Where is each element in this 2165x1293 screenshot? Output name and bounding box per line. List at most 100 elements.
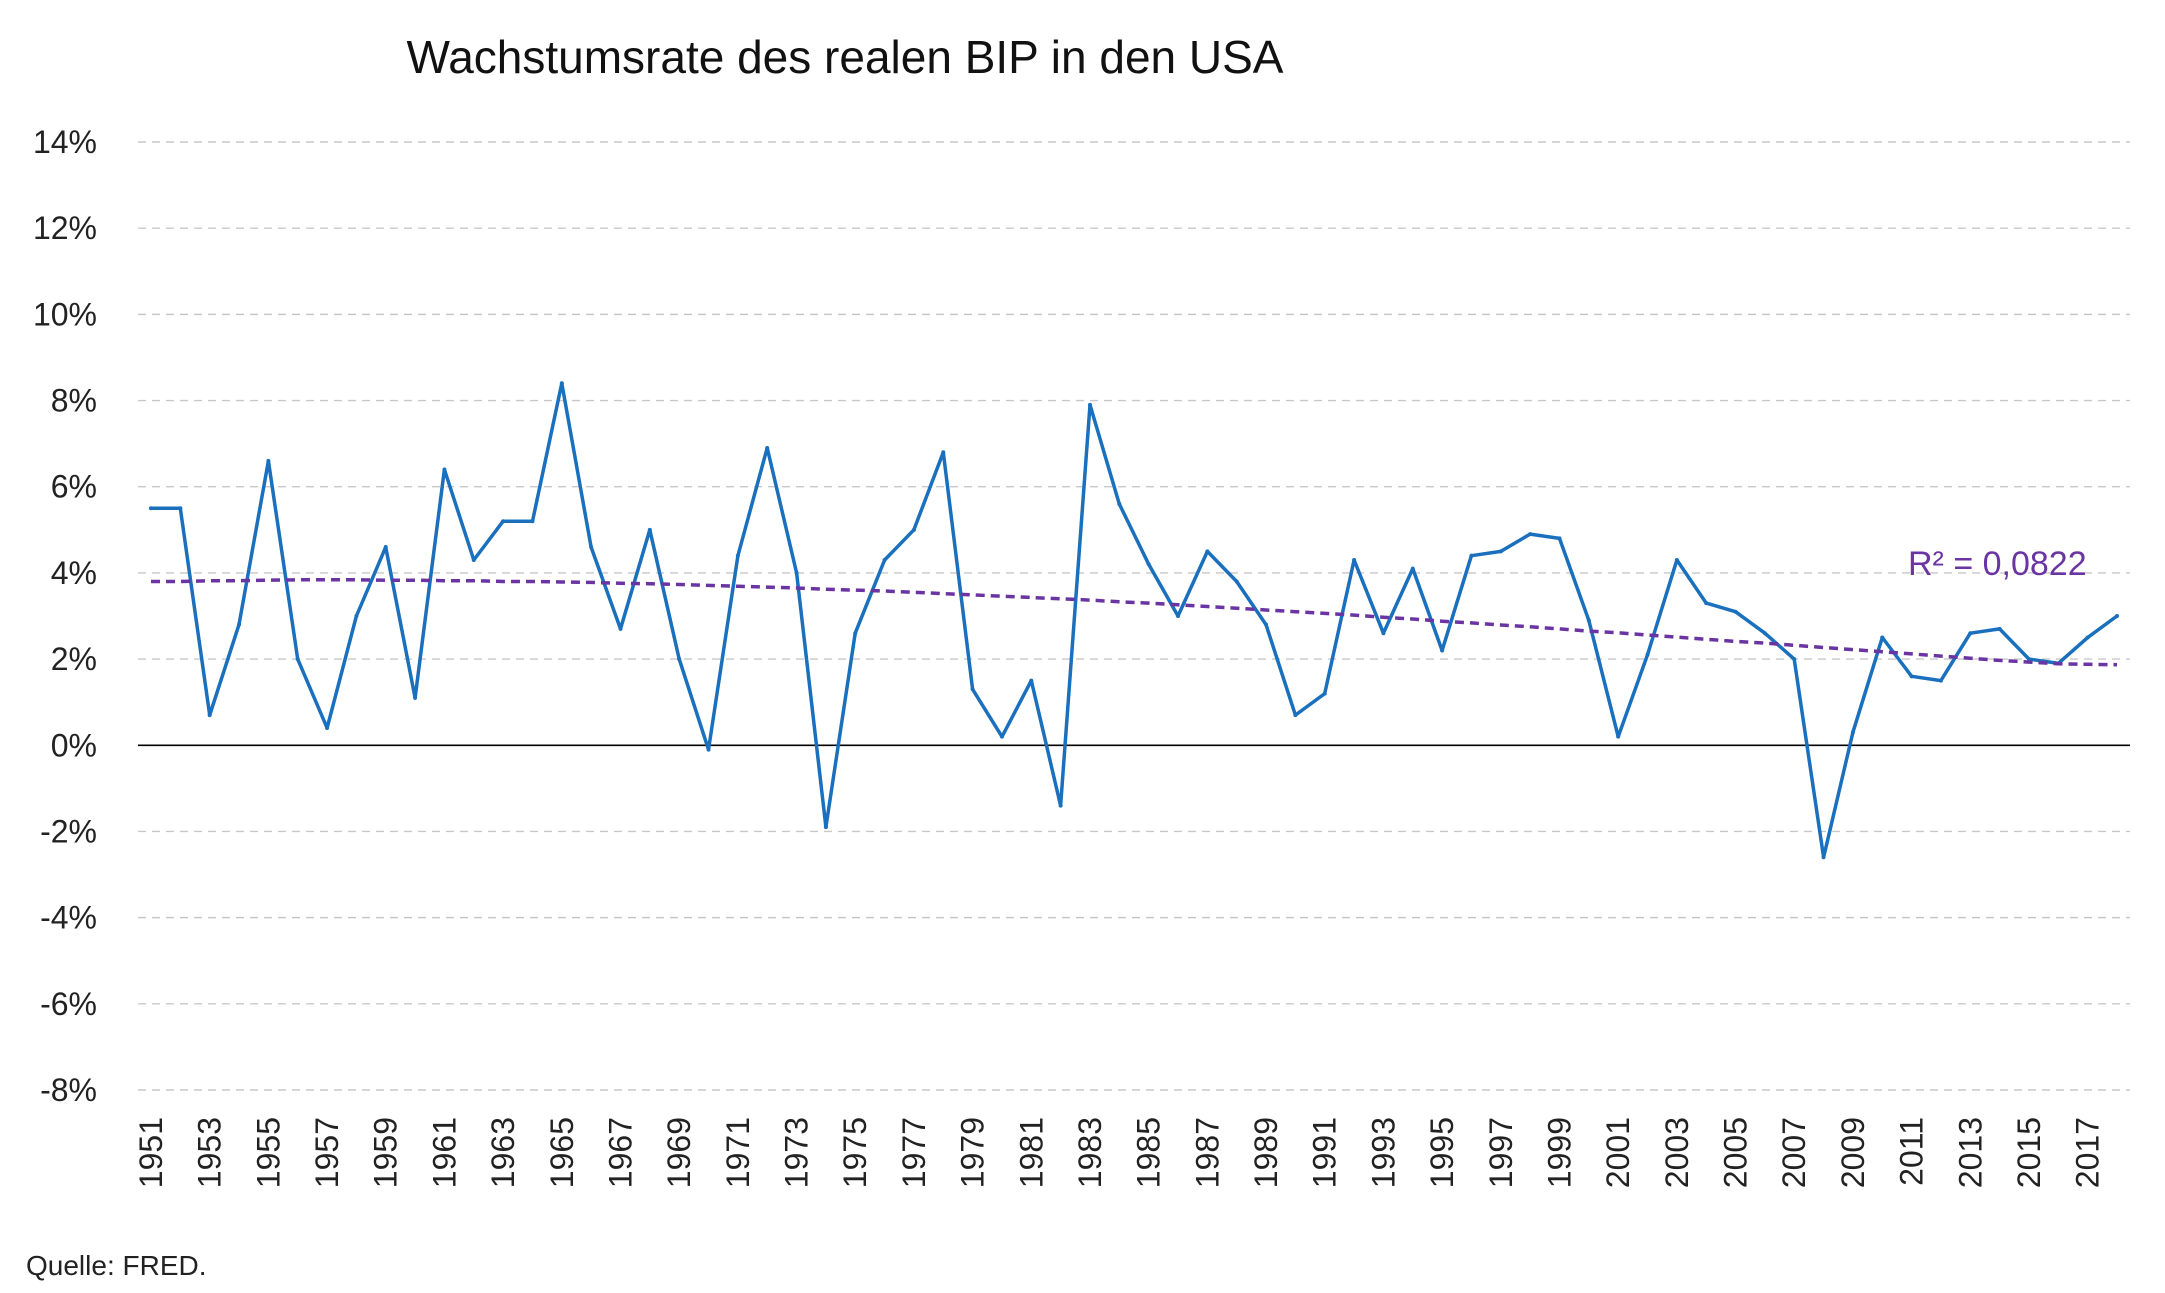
data-point — [1176, 614, 1181, 618]
x-tick-label: 1987 — [1189, 1117, 1225, 1188]
data-point — [354, 614, 359, 618]
y-tick-label: -8% — [40, 1072, 97, 1108]
x-tick-label: 2011 — [1894, 1117, 1930, 1186]
data-point — [1322, 691, 1327, 696]
x-tick-label: 1951 — [133, 1117, 169, 1188]
data-point — [941, 450, 946, 455]
x-tick-label: 2015 — [2011, 1117, 2047, 1188]
x-tick-label: 1989 — [1248, 1117, 1284, 1188]
data-point — [853, 631, 858, 636]
data-point — [266, 458, 271, 463]
data-point — [1557, 536, 1562, 541]
data-point — [589, 545, 594, 550]
series-line-trend — [151, 578, 2118, 667]
data-point — [237, 622, 242, 627]
y-tick-label: 8% — [51, 383, 97, 419]
series-line-gdp-growth — [151, 381, 2119, 860]
data-point — [1381, 631, 1386, 636]
data-point — [1762, 631, 1767, 636]
data-point — [1704, 601, 1709, 606]
data-point — [1498, 549, 1503, 554]
data-point — [2115, 614, 2119, 618]
data-point — [1616, 734, 1621, 739]
data-point — [413, 695, 418, 700]
x-tick-label: 1991 — [1307, 1117, 1343, 1188]
data-point — [1528, 532, 1533, 537]
x-tick-label: 1967 — [602, 1117, 638, 1188]
x-tick-label: 1973 — [779, 1117, 815, 1188]
data-point — [1352, 557, 1357, 562]
data-point — [2085, 635, 2090, 640]
data-point — [1410, 566, 1415, 571]
data-point — [1938, 678, 1943, 683]
data-point — [1146, 562, 1151, 567]
x-tick-label: 1957 — [309, 1117, 345, 1188]
x-tick-label: 1983 — [1072, 1117, 1108, 1188]
x-tick-label: 1993 — [1365, 1117, 1401, 1188]
data-point — [559, 381, 564, 386]
data-point — [471, 557, 476, 562]
data-point — [2026, 657, 2031, 662]
gridlines — [138, 141, 2130, 1091]
data-point — [325, 726, 330, 731]
y-axis: 14% 12% 10% 8% 6% 4% 2% 0% -2% -4% -6% -8% — [33, 124, 97, 1108]
plot-area: R² = 0,0822 — [149, 381, 2119, 860]
x-tick-label: 1981 — [1013, 1117, 1049, 1188]
x-tick-label: 1955 — [250, 1117, 286, 1188]
data-point — [735, 553, 740, 558]
x-tick-label: 2007 — [1776, 1117, 1812, 1188]
data-point — [1909, 674, 1914, 679]
data-point — [999, 734, 1004, 739]
data-point — [1792, 657, 1797, 662]
data-point — [1087, 402, 1092, 407]
x-tick-label: 1979 — [955, 1117, 991, 1188]
data-point — [1733, 609, 1738, 614]
x-tick-label: 1969 — [661, 1117, 697, 1188]
x-tick-label: 1999 — [1541, 1117, 1577, 1188]
data-point — [1440, 648, 1445, 653]
data-point — [149, 506, 153, 511]
x-tick-label: 1953 — [192, 1117, 228, 1188]
data-point — [1058, 803, 1063, 808]
x-tick-label: 1959 — [368, 1117, 404, 1188]
data-point — [618, 626, 623, 631]
data-point — [383, 545, 388, 550]
data-point — [1029, 678, 1034, 683]
data-point — [911, 527, 916, 532]
x-tick-label: 1985 — [1131, 1117, 1167, 1188]
y-tick-label: 12% — [33, 210, 97, 246]
x-tick-label: 2009 — [1835, 1117, 1871, 1188]
data-point — [1264, 622, 1269, 627]
data-point — [882, 557, 887, 562]
data-point — [1293, 713, 1298, 718]
data-point — [794, 570, 799, 575]
x-axis: 1951 1953 1955 1957 1959 1961 1963 1965 1967 1969… — [133, 1117, 2106, 1188]
y-tick-label: 14% — [33, 124, 97, 160]
x-tick-label: 2003 — [1659, 1117, 1695, 1188]
data-point — [1469, 553, 1474, 558]
data-point — [1968, 631, 1973, 636]
data-point — [1821, 855, 1826, 860]
y-tick-label: -2% — [40, 813, 97, 849]
data-point — [530, 519, 535, 524]
x-tick-label: 1961 — [426, 1117, 462, 1188]
x-tick-label: 2013 — [1952, 1117, 1988, 1188]
y-tick-label: -6% — [40, 986, 97, 1022]
data-point — [295, 657, 300, 662]
data-point — [1850, 730, 1855, 735]
x-tick-label: 1977 — [896, 1117, 932, 1188]
x-tick-label: 1995 — [1424, 1117, 1460, 1188]
data-point — [1205, 549, 1210, 554]
data-point — [647, 527, 652, 532]
y-tick-label: 0% — [51, 727, 97, 763]
data-point — [706, 747, 711, 752]
data-point — [823, 825, 828, 830]
data-point — [178, 506, 183, 511]
data-point — [765, 445, 770, 450]
x-tick-label: 1997 — [1483, 1117, 1519, 1188]
x-tick-label: 1975 — [837, 1117, 873, 1188]
data-point — [1674, 557, 1679, 562]
data-point — [1234, 579, 1239, 584]
data-point — [1880, 635, 1885, 640]
